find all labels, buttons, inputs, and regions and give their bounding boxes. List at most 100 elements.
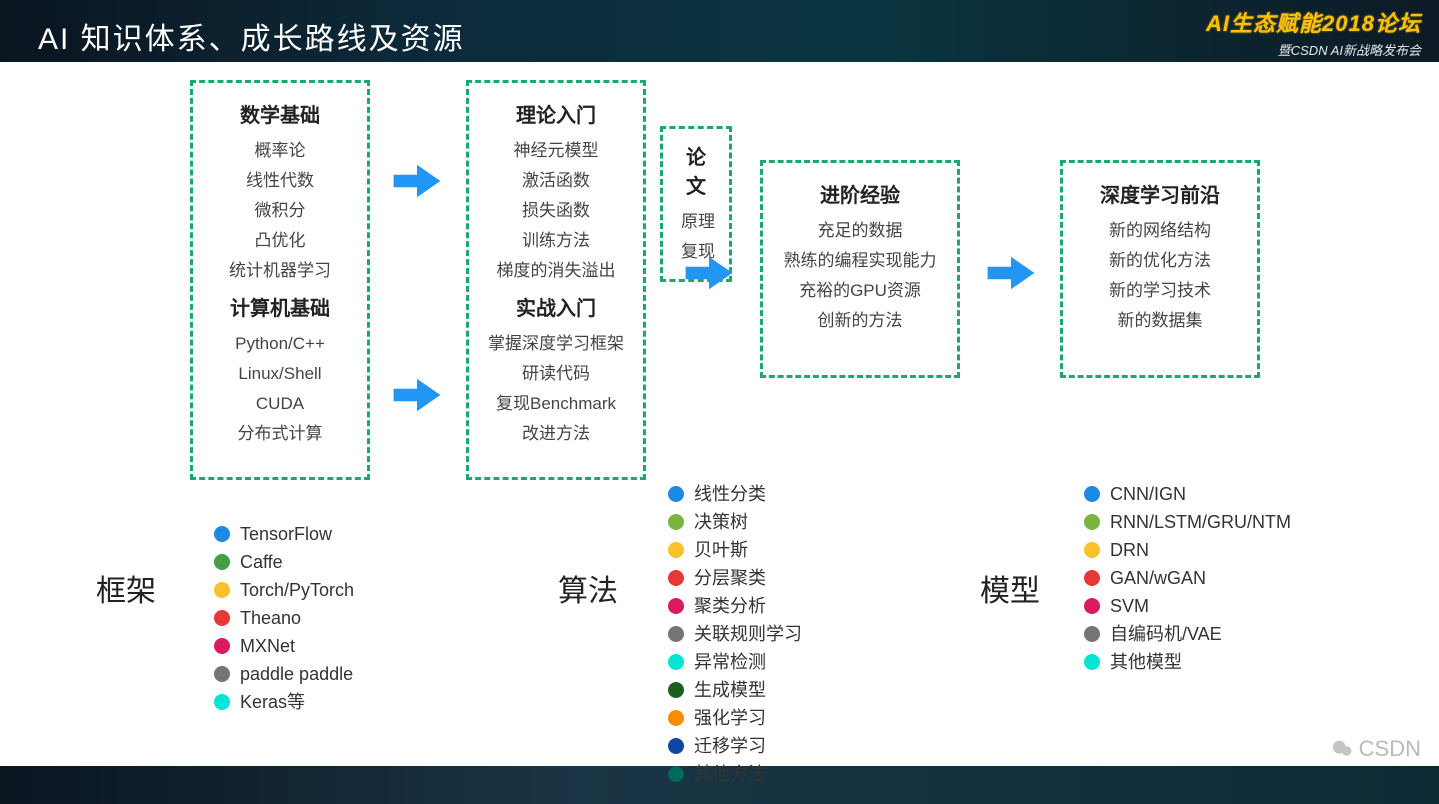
list-item: 贝叶斯 <box>668 536 802 564</box>
list-item: 自编码机/VAE <box>1084 620 1291 648</box>
box-item: 掌握深度学习框架 <box>487 329 625 359</box>
box-item: 原理 <box>681 207 711 237</box>
list-item: DRN <box>1084 536 1291 564</box>
list-item: Torch/PyTorch <box>214 576 354 604</box>
box-item: 概率论 <box>211 136 349 166</box>
section-label-model: 模型 <box>980 566 1040 610</box>
box-item: 熟练的编程实现能力 <box>781 246 939 276</box>
bullet-icon <box>668 486 684 502</box>
box-heading: 进阶经验 <box>781 179 939 208</box>
bullet-icon <box>214 666 230 682</box>
box-item: 线性代数 <box>211 166 349 196</box>
box-heading: 数学基础 <box>211 99 349 128</box>
list-item-label: 迁移学习 <box>694 732 766 760</box>
list-item-label: 其他模型 <box>1110 648 1182 676</box>
arrow-icon <box>390 160 444 207</box>
box-item: CUDA <box>211 389 349 419</box>
wechat-icon <box>1331 738 1353 760</box>
list-item-label: DRN <box>1110 536 1149 564</box>
box-intro: 理论入门神经元模型激活函数损失函数训练方法梯度的消失溢出实战入门掌握深度学习框架… <box>466 80 646 480</box>
bullet-icon <box>1084 514 1100 530</box>
list-item: 迁移学习 <box>668 732 802 760</box>
box-heading: 实战入门 <box>487 292 625 321</box>
list-item: 关联规则学习 <box>668 620 802 648</box>
list-item: GAN/wGAN <box>1084 564 1291 592</box>
list-item: RNN/LSTM/GRU/NTM <box>1084 508 1291 536</box>
list-item: TensorFlow <box>214 520 354 548</box>
list-item-label: 强化学习 <box>694 704 766 732</box>
list-item-label: SVM <box>1110 592 1149 620</box>
list-framework: TensorFlowCaffeTorch/PyTorchTheanoMXNetp… <box>214 520 354 716</box>
box-heading: 论文 <box>681 141 711 199</box>
list-item-label: 生成模型 <box>694 676 766 704</box>
bullet-icon <box>214 694 230 710</box>
logo-main: AI生态赋能2018论坛 <box>1206 6 1421 38</box>
list-item-label: GAN/wGAN <box>1110 564 1206 592</box>
list-item: 决策树 <box>668 508 802 536</box>
bullet-icon <box>668 514 684 530</box>
list-item-label: Caffe <box>240 548 283 576</box>
box-foundations: 数学基础概率论线性代数微积分凸优化统计机器学习计算机基础Python/C++Li… <box>190 80 370 480</box>
list-item-label: 贝叶斯 <box>694 536 748 564</box>
list-item-label: RNN/LSTM/GRU/NTM <box>1110 508 1291 536</box>
bullet-icon <box>214 610 230 626</box>
box-heading: 深度学习前沿 <box>1081 179 1239 208</box>
list-item-label: paddle paddle <box>240 660 353 688</box>
list-item-label: MXNet <box>240 632 295 660</box>
bullet-icon <box>668 654 684 670</box>
box-item: 改进方法 <box>487 419 625 449</box>
arrow-icon <box>984 252 1038 299</box>
bullet-icon <box>668 766 684 782</box>
box-heading: 计算机基础 <box>211 292 349 321</box>
bullet-icon <box>1084 598 1100 614</box>
box-item: 激活函数 <box>487 166 625 196</box>
list-item: Caffe <box>214 548 354 576</box>
page-title: AI 知识体系、成长路线及资源 <box>38 14 465 58</box>
box-item: 复现Benchmark <box>487 389 625 419</box>
list-item: 异常检测 <box>668 648 802 676</box>
bullet-icon <box>668 542 684 558</box>
bullet-icon <box>214 554 230 570</box>
box-item: 梯度的消失溢出 <box>487 256 625 286</box>
box-item: 新的优化方法 <box>1081 246 1239 276</box>
bullet-icon <box>214 526 230 542</box>
box-item: 新的数据集 <box>1081 306 1239 336</box>
list-item: 聚类分析 <box>668 592 802 620</box>
list-item: 线性分类 <box>668 480 802 508</box>
bullet-icon <box>1084 486 1100 502</box>
list-item-label: Torch/PyTorch <box>240 576 354 604</box>
list-item: 分层聚类 <box>668 564 802 592</box>
box-item: 微积分 <box>211 196 349 226</box>
box-item: 充裕的GPU资源 <box>781 276 939 306</box>
list-item: Theano <box>214 604 354 632</box>
bullet-icon <box>1084 542 1100 558</box>
list-item-label: 异常检测 <box>694 648 766 676</box>
bullet-icon <box>214 582 230 598</box>
box-item: 新的学习技术 <box>1081 276 1239 306</box>
box-advance: 进阶经验充足的数据熟练的编程实现能力充裕的GPU资源创新的方法 <box>760 160 960 378</box>
arrow-icon <box>682 252 736 299</box>
box-item: 新的网络结构 <box>1081 216 1239 246</box>
csdn-watermark: CSDN <box>1331 736 1421 762</box>
event-logo: AI生态赋能2018论坛 暨CSDN AI新战略发布会 <box>1206 6 1421 59</box>
list-item-label: 决策树 <box>694 508 748 536</box>
box-frontier: 深度学习前沿新的网络结构新的优化方法新的学习技术新的数据集 <box>1060 160 1260 378</box>
bullet-icon <box>668 710 684 726</box>
bullet-icon <box>1084 626 1100 642</box>
box-item: 分布式计算 <box>211 419 349 449</box>
csdn-text: CSDN <box>1359 736 1421 762</box>
box-heading: 理论入门 <box>487 99 625 128</box>
box-item: 研读代码 <box>487 359 625 389</box>
list-item: Keras等 <box>214 688 354 716</box>
box-item: 损失函数 <box>487 196 625 226</box>
section-label-framework: 框架 <box>96 566 156 610</box>
section-label-algorithm: 算法 <box>558 566 618 610</box>
arrow-icon <box>390 374 444 421</box>
box-item: 训练方法 <box>487 226 625 256</box>
box-item: 凸优化 <box>211 226 349 256</box>
list-item: 其他方法 <box>668 760 802 788</box>
bullet-icon <box>214 638 230 654</box>
bullet-icon <box>668 626 684 642</box>
list-item-label: 聚类分析 <box>694 592 766 620</box>
bullet-icon <box>668 570 684 586</box>
